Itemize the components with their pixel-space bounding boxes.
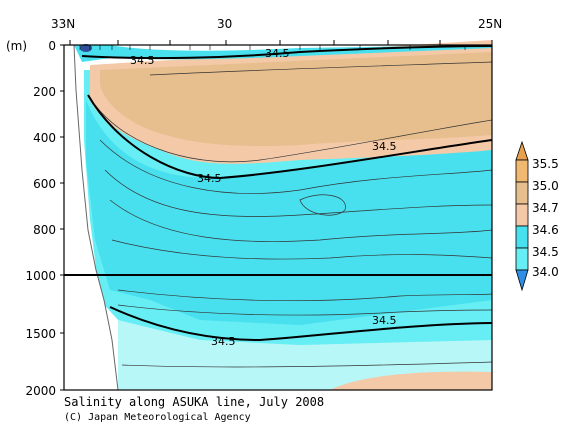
colorbar-label: 34.5 (532, 245, 559, 259)
chart-credit: (C) Japan Meteorological Agency (64, 412, 251, 423)
y-tick-label: 400 (33, 131, 56, 145)
chart-title: Salinity along ASUKA line, July 2008 (64, 395, 325, 409)
contour-label-group: 34.5 34.5 34.5 34.5 34.5 (130, 47, 397, 327)
colorbar-label: 34.7 (532, 201, 559, 215)
colorbar-swatch (515, 225, 529, 249)
y-tick-label: 1000 (25, 269, 56, 283)
left-boundary-line (73, 44, 119, 391)
colorbar (515, 140, 529, 292)
colorbar-label: 35.5 (532, 157, 559, 171)
left-axis-labels: 0 200 400 600 800 1000 1500 2000 (25, 39, 56, 398)
colorbar-swatch (515, 247, 529, 271)
contour-label: 34.5 (372, 140, 397, 153)
y-axis-label: (m) (6, 39, 27, 53)
colorbar-bottom-arrow (515, 269, 529, 292)
surface-core (80, 44, 92, 52)
station-ticks (79, 45, 466, 50)
contour-label: 34.5 (130, 54, 155, 67)
contour-label: 34.5 (372, 314, 397, 327)
colorbar-swatch (515, 181, 529, 205)
top-axis-labels: 33N 30 25N (51, 17, 502, 31)
plot-frame (63, 44, 493, 391)
x-tick-label: 30 (217, 17, 232, 31)
colorbar-top-arrow (515, 140, 529, 161)
contour-label: 34.5 (211, 335, 236, 348)
contour-label: 34.5 (265, 47, 290, 60)
colorbar-swatch (515, 159, 529, 183)
y-tick-label: 1500 (25, 327, 56, 341)
x-tick-label: 25N (478, 17, 502, 31)
y-tick-label: 2000 (25, 384, 56, 398)
saltier-core-region (100, 52, 492, 147)
x-tick-label: 33N (51, 17, 75, 31)
y-tick-label: 600 (33, 177, 56, 191)
contour-lines (94, 61, 493, 368)
colorbar-labels: 35.5 35.0 34.7 34.6 34.5 34.0 (532, 157, 559, 279)
y-tick-label: 800 (33, 223, 56, 237)
colorbar-label: 35.0 (532, 179, 559, 193)
colorbar-swatch (515, 203, 529, 227)
left-axis (60, 44, 64, 391)
top-axis (69, 40, 493, 45)
contour-label: 34.5 (197, 172, 222, 185)
y-tick-label: 200 (33, 85, 56, 99)
bold-contours (81, 45, 493, 342)
bottom-salty-patch (330, 371, 492, 390)
colorbar-label: 34.0 (532, 265, 559, 279)
colorbar-label: 34.6 (532, 223, 559, 237)
y-tick-label: 0 (48, 39, 56, 53)
